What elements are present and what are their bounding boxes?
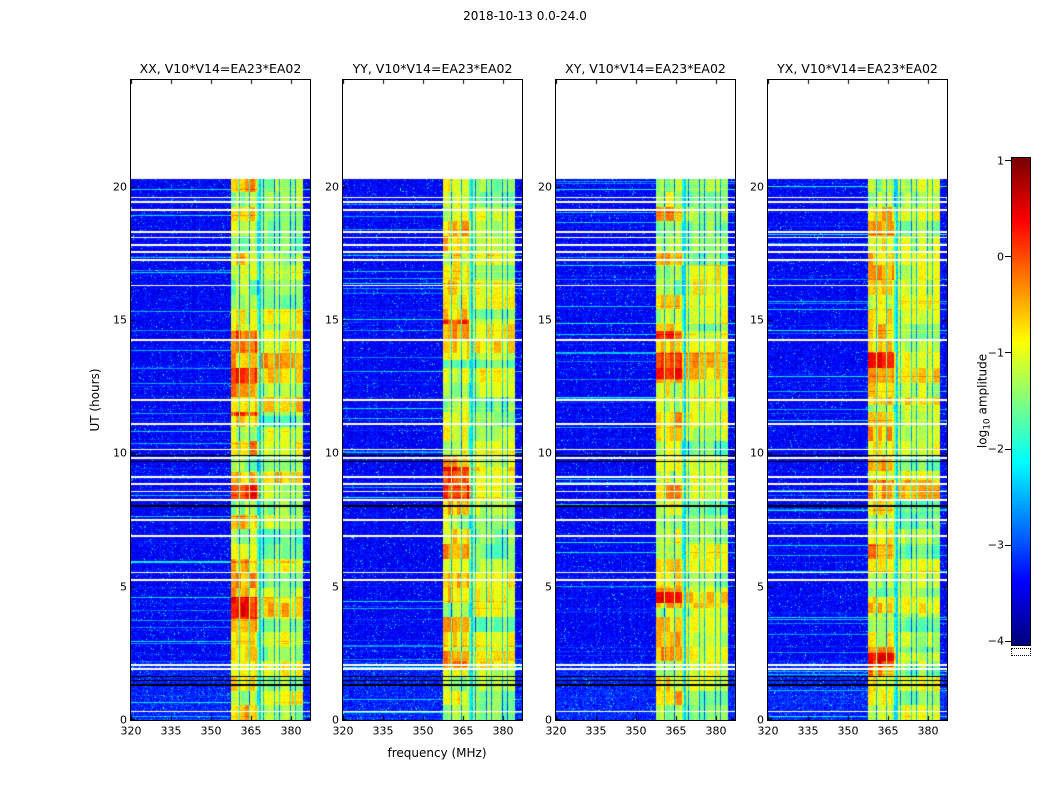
y-tick-label: 5 bbox=[545, 580, 552, 594]
x-tick-label: 335 bbox=[797, 724, 819, 738]
y-tick-label: 15 bbox=[538, 313, 552, 327]
y-tick-label: 0 bbox=[757, 713, 764, 727]
x-tick-label: 320 bbox=[120, 724, 142, 738]
panel-xx bbox=[130, 79, 311, 721]
colorbar-tick-label: −3 bbox=[987, 538, 1004, 552]
x-tick-label: 350 bbox=[200, 724, 222, 738]
y-tick-label: 0 bbox=[545, 713, 552, 727]
y-tick-label: 5 bbox=[757, 580, 764, 594]
y-axis-label: UT (hours) bbox=[88, 368, 102, 432]
y-tick-label: 15 bbox=[113, 313, 127, 327]
colorbar-label-sub: 10 bbox=[982, 418, 993, 430]
x-tick-label: 320 bbox=[757, 724, 779, 738]
x-tick-label: 320 bbox=[332, 724, 354, 738]
y-tick-label: 20 bbox=[325, 180, 339, 194]
y-tick-label: 5 bbox=[332, 580, 339, 594]
spectrogram-yx-canvas bbox=[768, 80, 947, 720]
colorbar-tick-mark bbox=[1005, 256, 1012, 258]
colorbar-tick-label: −4 bbox=[987, 634, 1004, 648]
y-tick-label: 15 bbox=[325, 313, 339, 327]
colorbar-tick-mark bbox=[1005, 544, 1012, 546]
y-tick-label: 20 bbox=[538, 180, 552, 194]
spectrogram-yy-canvas bbox=[343, 80, 522, 720]
colorbar-tick-label: 1 bbox=[997, 154, 1004, 168]
colorbar-axis-label: log10 amplitude bbox=[975, 354, 992, 448]
x-tick-label: 320 bbox=[545, 724, 567, 738]
panel-title-yx: YX, V10*V14=EA23*EA02 bbox=[777, 61, 938, 76]
y-tick-label: 10 bbox=[750, 446, 764, 460]
x-tick-label: 335 bbox=[160, 724, 182, 738]
x-tick-label: 365 bbox=[240, 724, 262, 738]
y-tick-label: 10 bbox=[325, 446, 339, 460]
y-tick-label: 15 bbox=[750, 313, 764, 327]
x-tick-label: 335 bbox=[585, 724, 607, 738]
spectrogram-xx-canvas bbox=[131, 80, 310, 720]
y-tick-label: 10 bbox=[538, 446, 552, 460]
x-tick-label: 350 bbox=[412, 724, 434, 738]
panel-yy bbox=[342, 79, 523, 721]
colorbar-tick-label: 0 bbox=[997, 250, 1004, 264]
colorbar-tick-mark bbox=[1005, 352, 1012, 354]
colorbar-label-suffix: amplitude bbox=[975, 353, 990, 419]
y-tick-label: 20 bbox=[750, 180, 764, 194]
x-tick-label: 365 bbox=[665, 724, 687, 738]
x-tick-label: 380 bbox=[917, 724, 939, 738]
y-tick-label: 0 bbox=[332, 713, 339, 727]
x-tick-label: 380 bbox=[492, 724, 514, 738]
colorbar-tick-mark bbox=[1005, 160, 1012, 162]
y-tick-label: 10 bbox=[113, 446, 127, 460]
x-tick-label: 380 bbox=[280, 724, 302, 738]
colorbar-tick-label: −1 bbox=[987, 346, 1004, 360]
x-tick-label: 350 bbox=[837, 724, 859, 738]
panel-title-xx: XX, V10*V14=EA23*EA02 bbox=[139, 61, 302, 76]
x-tick-label: 350 bbox=[625, 724, 647, 738]
colorbar-extend-box bbox=[1011, 648, 1031, 656]
x-axis-label: frequency (MHz) bbox=[387, 746, 487, 760]
panel-yx bbox=[767, 79, 948, 721]
colorbar-tick-mark bbox=[1005, 448, 1012, 450]
x-tick-label: 365 bbox=[452, 724, 474, 738]
colorbar-gradient bbox=[1012, 158, 1030, 645]
x-tick-label: 335 bbox=[372, 724, 394, 738]
panel-xy bbox=[555, 79, 736, 721]
y-tick-label: 20 bbox=[113, 180, 127, 194]
panel-title-yy: YY, V10*V14=EA23*EA02 bbox=[352, 61, 513, 76]
x-tick-label: 365 bbox=[877, 724, 899, 738]
y-tick-label: 0 bbox=[120, 713, 127, 727]
colorbar bbox=[1011, 157, 1031, 646]
y-tick-label: 5 bbox=[120, 580, 127, 594]
spectrogram-xy-canvas bbox=[556, 80, 735, 720]
colorbar-tick-mark bbox=[1005, 640, 1012, 642]
x-tick-label: 380 bbox=[705, 724, 727, 738]
colorbar-tick-label: −2 bbox=[987, 442, 1004, 456]
panel-title-xy: XY, V10*V14=EA23*EA02 bbox=[565, 61, 726, 76]
figure-title: 2018-10-13 0.0-24.0 bbox=[463, 9, 587, 23]
